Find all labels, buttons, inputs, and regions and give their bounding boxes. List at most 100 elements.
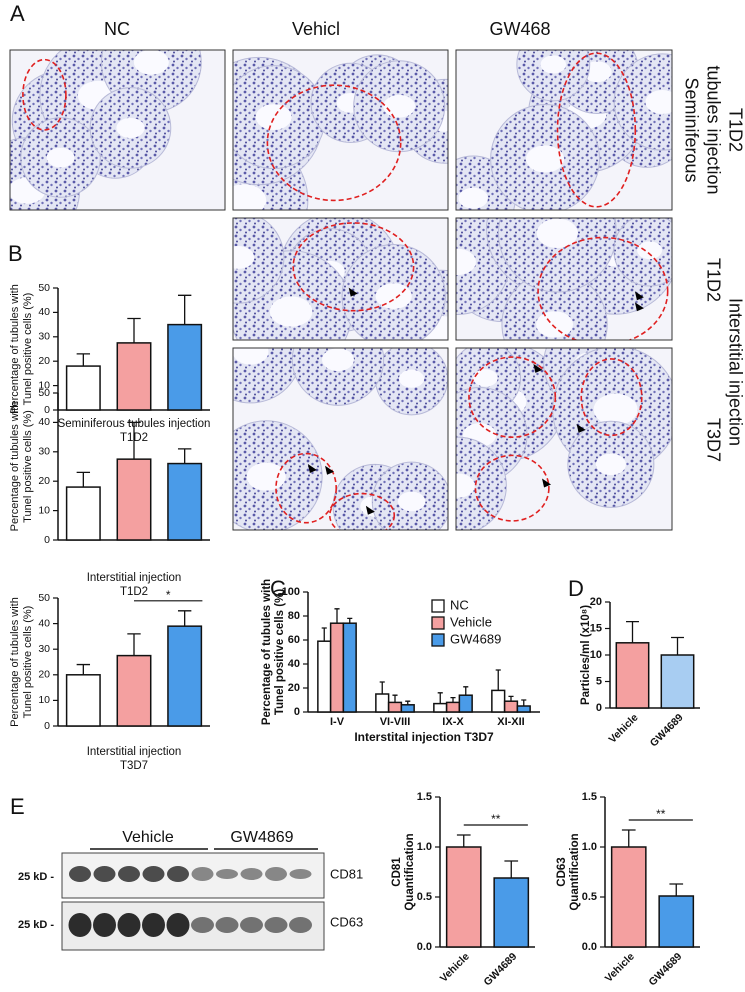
lumen — [233, 348, 269, 365]
bar — [167, 462, 203, 541]
bar — [167, 625, 203, 727]
band — [191, 917, 214, 933]
size-marker: 25 kD - — [18, 871, 54, 883]
bar — [116, 654, 152, 727]
legend-label: GW4689 — [450, 631, 501, 646]
band — [264, 917, 288, 933]
y-axis-label: CD63 — [556, 857, 568, 886]
arrowhead — [365, 505, 375, 515]
legend-swatch — [431, 599, 445, 613]
arrowhead — [533, 363, 543, 373]
y-tick-label: 0 — [44, 720, 50, 732]
x-axis-label: Interstitial injection — [87, 572, 182, 584]
bar — [458, 694, 473, 713]
border — [455, 217, 673, 341]
tissue — [233, 50, 448, 210]
y-tick-label: 20 — [288, 682, 300, 694]
bar — [342, 622, 357, 713]
x-tick-label: GW4689 — [647, 950, 685, 988]
bar — [433, 702, 448, 713]
band — [69, 866, 91, 882]
band — [93, 913, 116, 937]
y-axis-label: Quantification — [404, 833, 416, 910]
band — [240, 868, 263, 880]
y-tick-label: 15 — [590, 622, 602, 634]
error-bar — [379, 681, 385, 694]
error-bar — [392, 694, 398, 703]
band — [68, 913, 92, 937]
row-label: Interstitial injection — [725, 298, 745, 446]
legend-label: Vehicle — [450, 614, 492, 629]
error-bar — [76, 353, 91, 367]
tubule — [516, 50, 591, 102]
error-bar — [508, 695, 514, 702]
error-bar — [177, 610, 192, 627]
y-tick-label: 5 — [596, 675, 602, 687]
column-header: NC — [104, 19, 130, 39]
lumen — [375, 283, 412, 310]
y-axis-label: Quantification — [569, 833, 581, 910]
x-tick-label: Vehicle — [607, 711, 641, 745]
error-bar — [450, 696, 456, 703]
micrograph — [232, 49, 449, 211]
panel-letter: D — [568, 576, 584, 601]
band — [93, 866, 116, 882]
tissue — [456, 50, 672, 210]
tissue — [10, 50, 225, 210]
lumen — [255, 104, 292, 130]
y-tick-label: 0.5 — [417, 891, 432, 903]
bar — [375, 693, 390, 713]
lumen — [322, 348, 354, 372]
micrograph — [232, 217, 449, 341]
lumen — [526, 145, 565, 173]
y-tick-label: 0.0 — [582, 941, 597, 953]
border — [9, 49, 226, 211]
y-tick-label: 1.0 — [582, 841, 597, 853]
error-bar — [76, 471, 91, 488]
y-tick-label: 80 — [288, 610, 300, 622]
x-axis-label: Interstital injection T3D7 — [354, 730, 494, 744]
micrograph — [455, 49, 673, 211]
error-bar — [504, 860, 519, 878]
lumen — [246, 462, 286, 491]
lumen — [536, 218, 578, 248]
border — [232, 217, 449, 341]
y-axis-label: Tunel positive cells (%) — [22, 606, 34, 719]
legend-swatch — [431, 616, 445, 630]
bar — [615, 642, 650, 709]
western-blot: Vehicle GW4869 25 kD - 25 kD - CD81 CD63 — [18, 829, 363, 951]
legend-label: NC — [450, 597, 469, 612]
tubule — [291, 348, 385, 406]
arrowhead — [348, 287, 358, 297]
y-tick-label: 50 — [38, 387, 50, 399]
bar — [329, 622, 345, 713]
x-axis-label: T3D7 — [120, 760, 148, 772]
significance-label: ** — [656, 807, 666, 821]
column-header: Vehicl — [292, 19, 340, 39]
arrowhead — [325, 465, 335, 475]
band — [265, 867, 287, 881]
row-label: tubules injection — [703, 65, 723, 194]
y-tick-label: 0 — [294, 706, 300, 718]
y-axis-label: Percentage of tubules with — [9, 402, 21, 532]
region-outline — [22, 58, 67, 131]
panel-letter: B — [8, 241, 23, 266]
lumen — [536, 311, 573, 338]
error-bar — [347, 617, 353, 624]
error-bar — [463, 686, 469, 696]
tissue — [456, 348, 672, 530]
border — [455, 49, 673, 211]
error-bar — [127, 633, 141, 656]
y-tick-label: 0.0 — [417, 941, 432, 953]
lumen — [593, 393, 638, 426]
row-label: Seminiferous — [681, 77, 701, 182]
panel-letter: E — [10, 794, 25, 819]
tubule — [233, 218, 285, 304]
micrograph — [455, 217, 673, 341]
bar — [65, 674, 101, 727]
error-bar — [127, 421, 141, 460]
x-tick-label: XI-XII — [497, 716, 525, 728]
protein-label: CD63 — [330, 914, 363, 929]
y-tick-label: 30 — [38, 331, 50, 343]
